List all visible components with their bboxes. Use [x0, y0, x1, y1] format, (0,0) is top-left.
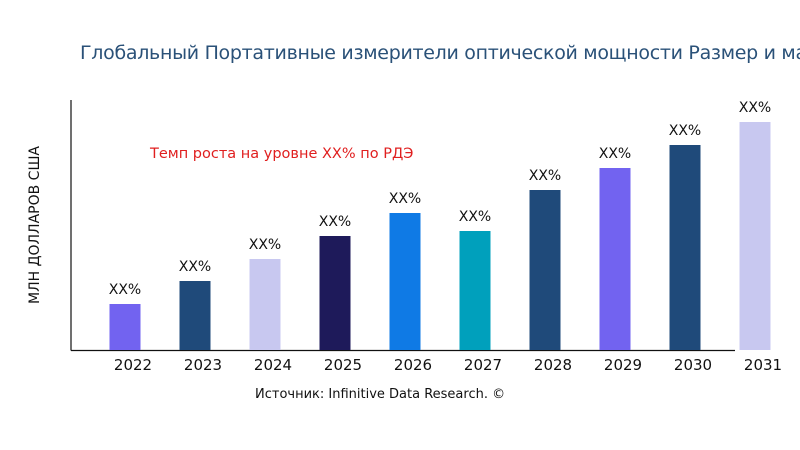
- source-note: Источник: Infinitive Data Research. ©: [255, 387, 506, 402]
- x-tick-label-2026: 2026: [394, 356, 432, 374]
- data-label-2025: XX%: [319, 214, 351, 230]
- x-tick-label-2022: 2022: [114, 356, 152, 374]
- data-label-2023: XX%: [179, 259, 211, 275]
- x-tick-label-2028: 2028: [534, 356, 572, 374]
- bar-2023: [179, 281, 211, 350]
- x-tick-label-2023: 2023: [184, 356, 222, 374]
- x-tick-label-2024: 2024: [254, 356, 292, 374]
- x-tick-label-2025: 2025: [324, 356, 362, 374]
- bar-2027: [459, 231, 491, 350]
- chart-title: Глобальный Портативные измерители оптиче…: [80, 42, 800, 64]
- growth-annotation: Темп роста на уровне XX% по РДЭ: [150, 146, 414, 162]
- data-label-2026: XX%: [389, 191, 421, 207]
- bar-2031: [739, 122, 771, 350]
- bar-2026: [389, 213, 421, 350]
- data-label-2031: XX%: [739, 100, 771, 116]
- x-tick-label-2031: 2031: [744, 356, 782, 374]
- data-label-2028: XX%: [529, 168, 561, 184]
- data-label-2029: XX%: [599, 146, 631, 162]
- bar-2030: [669, 145, 701, 350]
- data-label-2024: XX%: [249, 237, 281, 253]
- x-tick-label-2027: 2027: [464, 356, 502, 374]
- bar-2022: [109, 304, 141, 350]
- bar-2025: [319, 236, 351, 350]
- data-label-2030: XX%: [669, 123, 701, 139]
- bar-2029: [599, 168, 631, 350]
- x-tick-label-2029: 2029: [604, 356, 642, 374]
- data-label-2027: XX%: [459, 209, 491, 225]
- bar-2028: [529, 190, 561, 350]
- bar-2024: [249, 259, 281, 350]
- data-label-2022: XX%: [109, 282, 141, 298]
- x-tick-label-2030: 2030: [674, 356, 712, 374]
